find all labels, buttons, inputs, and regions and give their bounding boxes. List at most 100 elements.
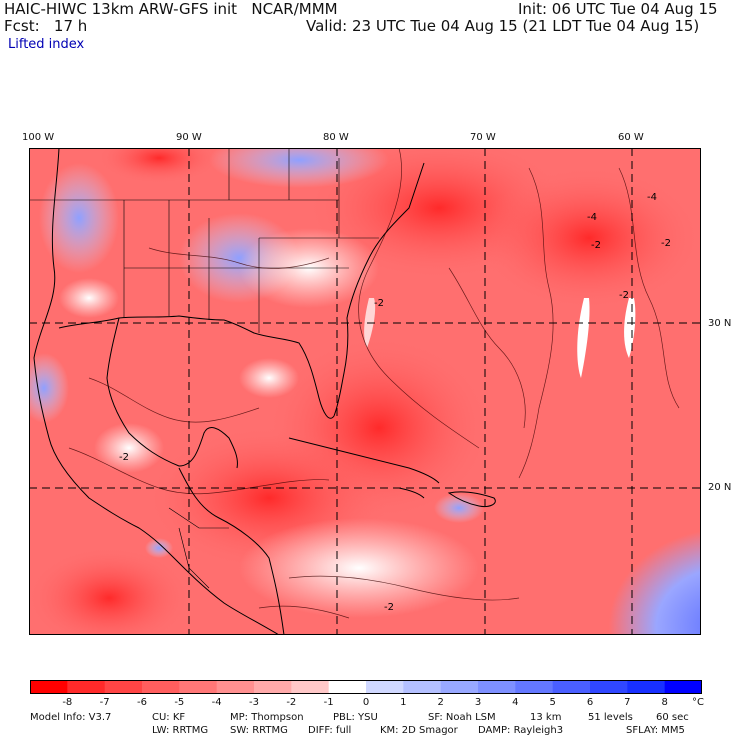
pale-streak-atlantic-2 <box>624 298 636 358</box>
colorbar-tick-label: -1 <box>323 697 334 708</box>
coastline-mexico-pacific <box>33 148 280 635</box>
model-info-km: KM: 2D Smagor <box>380 725 458 736</box>
colorbar-swatch <box>664 680 702 694</box>
colorbar-tick-label: -8 <box>62 697 73 708</box>
model-info-pbl: PBL: YSU <box>333 712 378 723</box>
contour-4 <box>68 447 330 495</box>
lifted-index-map: -4 -4 -2 -2 -2 -2 -2 -2 <box>29 148 701 635</box>
contour-label-2: -4 <box>647 192 657 203</box>
model-info-damp: DAMP: Rayleigh3 <box>478 725 564 736</box>
model-info-mp: MP: Thompson <box>230 712 304 723</box>
pale-streak-atlantic <box>577 298 590 378</box>
map-frame <box>29 148 701 635</box>
colorbar-tick-label: 6 <box>586 697 594 708</box>
lon-label-80w: 80 W <box>323 132 349 143</box>
model-info-diff: DIFF: full <box>308 725 352 736</box>
colorbar-swatch <box>515 680 554 694</box>
contour-label-8: -2 <box>384 602 394 613</box>
blue-stable-guatemala <box>145 538 173 558</box>
model-info-sw: SW: RRTMG <box>230 725 288 736</box>
blue-stable-caribbean <box>449 408 701 635</box>
colorbar-swatch <box>478 680 516 694</box>
colorbar-tick-label: 0 <box>362 697 370 708</box>
red-core-atlantic-east <box>479 168 699 308</box>
colorbar-swatch <box>328 680 367 694</box>
model-info-version: Model Info: V3.7 <box>30 712 112 723</box>
valid-time: Valid: 23 UTC Tue 04 Aug 15 (21 LDT Tue … <box>306 17 700 35</box>
pale-area-gulf <box>239 358 299 398</box>
blue-stable-hispaniola <box>434 493 484 523</box>
forecast-hour: Fcst: 17 h <box>4 17 88 35</box>
coastline-jamaica <box>398 487 425 499</box>
lat-label-20n: 20 N <box>708 482 732 493</box>
colorbar-swatch <box>291 680 330 694</box>
init-time: Init: 06 UTC Tue 04 Aug 15 <box>518 0 718 18</box>
coastline-gulf-us <box>58 162 425 419</box>
colorbar <box>30 680 702 694</box>
colorbar-tick-label: 3 <box>474 697 482 708</box>
colorbar-swatch <box>254 680 292 694</box>
colorbar-swatch <box>216 680 255 694</box>
contour-label-6: -2 <box>374 298 384 309</box>
colorbar-tick-label: 2 <box>437 697 444 708</box>
colorbar-swatch <box>67 680 106 694</box>
coastlines <box>33 148 496 635</box>
blue-stable-north <box>209 148 389 188</box>
field-name: Lifted index <box>8 37 85 52</box>
colorbar-tick-label: -5 <box>174 697 185 708</box>
colorbar-swatch <box>403 680 442 694</box>
model-info-lw: LW: RRTMG <box>152 725 209 736</box>
model-info-levels: 51 levels <box>588 712 633 723</box>
colorbar-swatch <box>627 680 666 694</box>
title-model: HAIC-HIWC 13km ARW-GFS init NCAR/MMM <box>4 0 338 18</box>
lon-label-70w: 70 W <box>470 132 496 143</box>
coastline-central-america <box>178 467 285 635</box>
contour-label-3: -2 <box>591 240 601 251</box>
coastline-cuba <box>288 437 440 484</box>
colorbar-tick-label: 4 <box>512 697 519 708</box>
colorbar-tick-label: -4 <box>211 697 222 708</box>
colorbar-frame <box>30 680 702 694</box>
colorbar-tick-label: -6 <box>137 697 147 708</box>
pale-area-bay-campeche <box>94 423 164 473</box>
model-info-cu: CU: KF <box>152 712 186 723</box>
model-info-sflay: SFLAY: MM5 <box>626 725 685 736</box>
contour-6 <box>288 575 520 601</box>
contour-lines <box>68 148 680 619</box>
contour-7 <box>148 247 330 269</box>
colorbar-swatch <box>590 680 628 694</box>
contour-3 <box>618 167 680 409</box>
red-core-pacific <box>29 548 189 635</box>
coastline-hispaniola <box>447 491 496 507</box>
lon-label-90w: 90 W <box>176 132 202 143</box>
border-central-am-1 <box>168 507 229 529</box>
colorbar-tick-label: 7 <box>624 697 631 708</box>
colorbar-tick-label: -7 <box>99 697 110 708</box>
lat-label-30n: 30 N <box>708 318 732 329</box>
contour-8 <box>448 267 526 429</box>
contour-9 <box>258 605 350 619</box>
colorbar-tick-label: -2 <box>286 697 297 708</box>
contour-label-4: -2 <box>661 238 671 249</box>
colorbar-unit: °C <box>692 697 704 708</box>
contour-1 <box>358 148 480 449</box>
coastline-mexico-gulf <box>106 317 238 469</box>
colorbar-swatch <box>142 680 180 694</box>
colorbar-tick-label: -3 <box>249 697 259 708</box>
colorbar-tick-label: 8 <box>661 697 668 708</box>
contour-2 <box>518 167 554 479</box>
model-info-resolution: 13 km <box>530 712 562 723</box>
colorbar-swatch <box>552 680 591 694</box>
contour-label-5: -2 <box>619 290 629 301</box>
colorbar-swatch <box>179 680 218 694</box>
contour-label-1: -4 <box>587 212 597 223</box>
contour-5 <box>88 377 260 423</box>
lon-label-100w: 100 W <box>22 132 55 143</box>
contour-label-7: -2 <box>119 452 129 463</box>
model-info-sf: SF: Noah LSM <box>428 712 496 723</box>
blue-stable-mexico <box>29 353 69 423</box>
colorbar-swatch <box>366 680 404 694</box>
pale-area-texas <box>59 278 119 318</box>
colorbar-tick-label: 1 <box>400 697 407 708</box>
pale-area-caribbean <box>239 518 479 618</box>
